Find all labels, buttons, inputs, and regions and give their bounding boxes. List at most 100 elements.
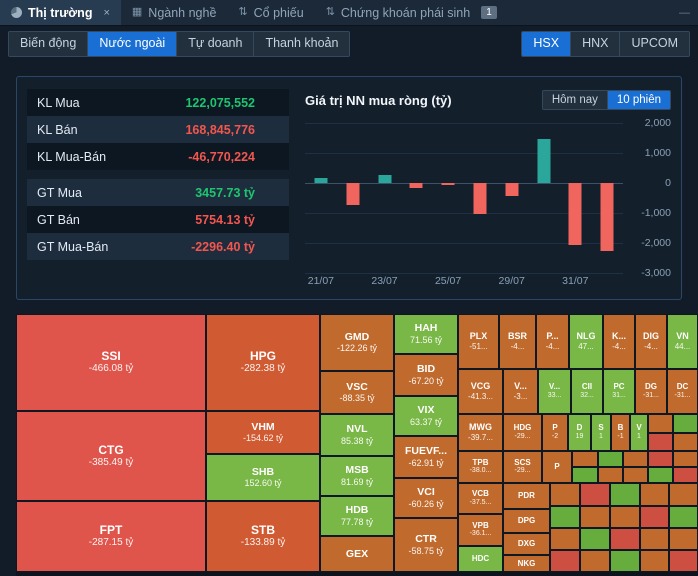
treemap-cell[interactable] [648, 467, 673, 483]
tab-thi-truong[interactable]: Thị trường × [0, 0, 121, 25]
treemap-cell-dc[interactable]: DC -31... [667, 369, 698, 414]
exchange-upcom[interactable]: UPCOM [619, 32, 689, 56]
treemap-cell-vcb[interactable]: VCB -37.5... [458, 483, 503, 514]
tab-nganh-nghe[interactable]: ▦ Ngành nghề [121, 0, 228, 25]
treemap-cell-v[interactable]: V... -3... [503, 369, 538, 414]
treemap-cell[interactable] [598, 467, 623, 483]
tab-co-phieu[interactable]: ⇅ Cổ phiếu [227, 0, 314, 25]
treemap-cell-nvl[interactable]: NVL 85.38 tỷ [320, 414, 394, 456]
treemap-cell-dxg[interactable]: DXG [503, 533, 550, 555]
treemap-cell-ctr[interactable]: CTR -58.75 tỷ [394, 518, 458, 572]
treemap-cell-plx[interactable]: PLX -51... [458, 314, 499, 369]
treemap-cell-stb[interactable]: STB -133.89 tỷ [206, 501, 320, 572]
exchange-hnx[interactable]: HNX [570, 32, 620, 56]
treemap-cell-tpb[interactable]: TPB -38.0... [458, 451, 503, 483]
treemap-cell[interactable] [610, 550, 640, 572]
treemap-cell-dpg[interactable]: DPG [503, 509, 550, 533]
view-bien-dong[interactable]: Biến động [9, 32, 88, 56]
treemap-cell-vn[interactable]: VN 44... [667, 314, 698, 369]
view-nuoc-ngoai[interactable]: Nước ngoài [87, 32, 177, 56]
treemap-cell-fpt[interactable]: FPT -287.15 tỷ [16, 501, 206, 572]
treemap-cell[interactable] [648, 433, 673, 451]
treemap-cell[interactable] [550, 550, 580, 572]
treemap-cell-hdc[interactable]: HDC [458, 546, 503, 572]
treemap-cell[interactable] [598, 451, 623, 467]
treemap-cell[interactable] [673, 414, 698, 433]
close-tab-icon[interactable]: × [103, 6, 110, 19]
treemap-cell[interactable] [640, 550, 669, 572]
treemap-cell-v[interactable]: V... 33... [538, 369, 571, 414]
chart-bar[interactable] [568, 183, 582, 246]
treemap-cell[interactable] [623, 451, 648, 467]
treemap-cell[interactable] [648, 451, 673, 467]
treemap-cell[interactable] [669, 506, 698, 528]
treemap-cell[interactable] [640, 528, 669, 550]
treemap-cell[interactable] [610, 506, 640, 528]
treemap-cell[interactable] [550, 506, 580, 528]
chart-bar[interactable] [441, 183, 455, 185]
treemap-cell-nlg[interactable]: NLG 47... [569, 314, 603, 369]
treemap-cell-gmd[interactable]: GMD -122.26 tỷ [320, 314, 394, 371]
treemap-cell-vpb[interactable]: VPB -36.1... [458, 514, 503, 546]
treemap-cell[interactable] [669, 550, 698, 572]
treemap-cell[interactable] [673, 451, 698, 467]
treemap-cell[interactable] [580, 550, 610, 572]
chart-bar[interactable] [537, 138, 550, 183]
treemap-cell-ssi[interactable]: SSI -466.08 tỷ [16, 314, 206, 411]
treemap-cell-shb[interactable]: SHB 152.60 tỷ [206, 454, 320, 501]
minimize-icon[interactable]: — [679, 6, 690, 19]
treemap-cell-p[interactable]: P [542, 451, 572, 483]
chart-bar[interactable] [378, 174, 391, 183]
treemap-cell-ctg[interactable]: CTG -385.49 tỷ [16, 411, 206, 501]
treemap-cell-dg[interactable]: DG -31... [635, 369, 667, 414]
treemap-cell-scs[interactable]: SCS -29... [503, 451, 542, 483]
treemap-cell-bid[interactable]: BID -67.20 tỷ [394, 354, 458, 396]
treemap-cell-nkg[interactable]: NKG [503, 555, 550, 572]
treemap-cell[interactable] [673, 467, 698, 483]
treemap-cell-msb[interactable]: MSB 81.69 tỷ [320, 456, 394, 496]
treemap-cell-p[interactable]: P... -4... [536, 314, 569, 369]
treemap-cell-bsr[interactable]: BSR -4... [499, 314, 536, 369]
treemap-cell-pc[interactable]: PC 31... [603, 369, 635, 414]
treemap-cell[interactable] [610, 528, 640, 550]
treemap-cell-hpg[interactable]: HPG -282.38 tỷ [206, 314, 320, 411]
treemap-cell-dig[interactable]: DIG -4... [635, 314, 667, 369]
treemap-cell[interactable] [673, 433, 698, 451]
treemap-cell[interactable] [580, 528, 610, 550]
range-10-phien[interactable]: 10 phiên [606, 90, 670, 110]
treemap-cell[interactable] [640, 506, 669, 528]
treemap-cell-gex[interactable]: GEX [320, 536, 394, 572]
treemap-cell[interactable] [640, 483, 669, 506]
treemap-cell-p[interactable]: P -2 [542, 414, 568, 451]
view-thanh-khoan[interactable]: Thanh khoản [253, 32, 350, 56]
treemap-cell[interactable] [580, 506, 610, 528]
treemap-cell-cii[interactable]: CII 32... [571, 369, 603, 414]
treemap-cell[interactable] [580, 483, 610, 506]
treemap-cell[interactable] [550, 528, 580, 550]
chart-bar[interactable] [505, 183, 519, 196]
treemap-cell-k[interactable]: K... -4... [603, 314, 635, 369]
treemap-cell-fuevf[interactable]: FUEVF... -62.91 tỷ [394, 436, 458, 478]
chart-bar[interactable] [600, 183, 614, 252]
treemap-cell[interactable] [610, 483, 640, 506]
chart-bar[interactable] [346, 183, 360, 205]
treemap-cell[interactable] [669, 528, 698, 550]
exchange-hsx[interactable]: HSX [522, 32, 571, 56]
treemap-cell-vcg[interactable]: VCG -41.3... [458, 369, 503, 414]
treemap-cell-pdr[interactable]: PDR [503, 483, 550, 509]
treemap-cell[interactable] [669, 483, 698, 506]
treemap-cell-hdb[interactable]: HDB 77.78 tỷ [320, 496, 394, 536]
treemap-cell[interactable] [648, 414, 673, 433]
treemap-cell-hah[interactable]: HAH 71.56 tỷ [394, 314, 458, 354]
treemap-cell-b[interactable]: B -1 [611, 414, 630, 451]
treemap-cell[interactable] [550, 483, 580, 506]
treemap-cell[interactable] [572, 467, 598, 483]
treemap-cell-hdg[interactable]: HDG -29... [503, 414, 542, 451]
treemap-cell[interactable] [572, 451, 598, 467]
treemap-cell[interactable] [623, 467, 648, 483]
chart-bar[interactable] [409, 183, 423, 188]
treemap-cell-vci[interactable]: VCI -60.26 tỷ [394, 478, 458, 518]
treemap-cell-vhm[interactable]: VHM -154.62 tỷ [206, 411, 320, 454]
view-tu-doanh[interactable]: Tự doanh [176, 32, 254, 56]
